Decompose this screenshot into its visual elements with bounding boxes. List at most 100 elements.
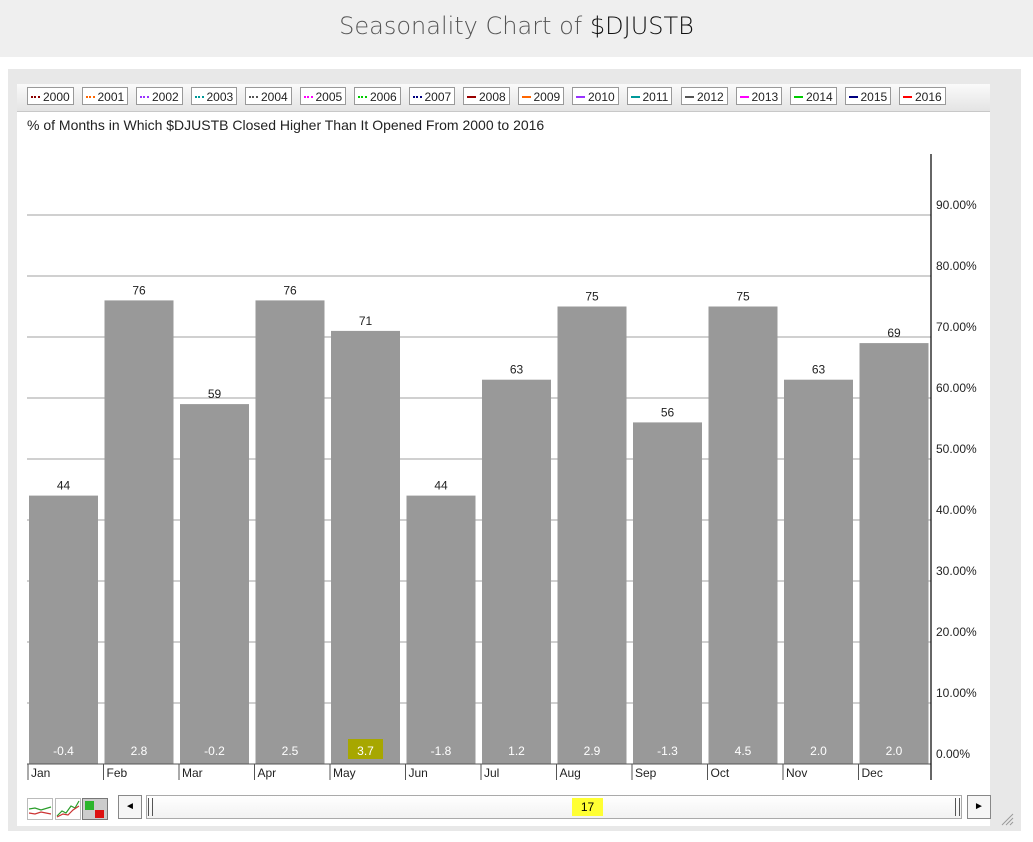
chart-title: % of Months in Which $DJUSTB Closed High… <box>27 117 545 133</box>
legend-item-2009[interactable]: 2009 <box>517 87 565 105</box>
avg-change-label: 4.5 <box>735 744 752 758</box>
y-tick-label: 40.00% <box>936 503 977 517</box>
x-tick-label: Jul <box>484 766 499 780</box>
bar-value-label: 76 <box>132 283 146 297</box>
page-header: Seasonality Chart of $DJUSTB <box>0 0 1033 57</box>
legend-swatch <box>521 95 531 98</box>
avg-change-label: -0.2 <box>204 744 225 758</box>
legend-item-2006[interactable]: 2006 <box>354 87 401 105</box>
x-tick-label: Jan <box>31 766 50 780</box>
bar-value-label: 76 <box>283 283 297 297</box>
scroll-track[interactable]: 17 <box>146 795 962 819</box>
bar-value-label: 63 <box>812 363 826 377</box>
bar-value-label: 44 <box>434 479 448 493</box>
bar-chart-icon[interactable] <box>82 798 108 820</box>
x-tick-label: Aug <box>560 766 581 780</box>
y-tick-label: 30.00% <box>936 564 977 578</box>
legend-item-2003[interactable]: 2003 <box>190 87 238 105</box>
x-tick-label: Sep <box>635 766 657 780</box>
y-tick-label: 0.00% <box>936 747 970 761</box>
bar-value-label: 44 <box>57 479 71 493</box>
legend-item-2008[interactable]: 2008 <box>463 87 510 105</box>
legend-swatch <box>412 95 422 98</box>
y-tick-label: 90.00% <box>936 198 977 212</box>
legend-item-2015[interactable]: 2015 <box>844 87 892 105</box>
legend-swatch <box>685 95 694 98</box>
x-tick-label: May <box>333 766 356 780</box>
title-symbol: $DJUSTB <box>589 12 694 40</box>
scroll-left-button[interactable]: ◄ <box>118 795 142 819</box>
avg-change-label: -0.4 <box>53 744 74 758</box>
legend-label: 2016 <box>915 90 942 104</box>
title-prefix: Seasonality Chart of <box>339 12 590 40</box>
scroll-grip-left[interactable] <box>148 798 153 816</box>
x-tick-label: Apr <box>258 766 277 780</box>
legend-label: 2000 <box>43 90 70 104</box>
legend-label: 2007 <box>424 90 452 104</box>
legend-item-2011[interactable]: 2011 <box>626 87 673 105</box>
legend-swatch <box>31 95 40 98</box>
legend-item-2000[interactable]: 2000 <box>27 87 74 105</box>
bar-Aug <box>557 306 627 764</box>
y-tick-label: 80.00% <box>936 259 977 273</box>
bar-value-label: 75 <box>585 290 599 304</box>
legend-item-2007[interactable]: 2007 <box>408 87 456 105</box>
avg-change-label: 3.7 <box>357 744 374 758</box>
performance-chart-icon[interactable] <box>55 798 81 820</box>
legend-item-2002[interactable]: 2002 <box>136 87 183 105</box>
legend-swatch <box>903 95 912 98</box>
scroll-grip-right[interactable] <box>955 798 960 816</box>
bar-value-label: 71 <box>359 314 373 328</box>
x-tick-label: Oct <box>711 766 730 780</box>
year-legend: 2000 2001 2002 2003 2004 2005 2006 2007 2008 2009… <box>17 84 990 112</box>
bar-value-label: 56 <box>661 405 675 419</box>
legend-label: 2005 <box>315 90 343 104</box>
legend-swatch <box>194 95 204 98</box>
avg-change-label: 2.0 <box>810 744 827 758</box>
legend-item-2001[interactable]: 2001 <box>81 87 129 105</box>
scroll-right-button[interactable]: ► <box>967 795 991 819</box>
page-title: Seasonality Chart of $DJUSTB <box>0 12 1033 40</box>
bar-Dec <box>859 343 929 764</box>
legend-item-2016[interactable]: 2016 <box>899 87 946 105</box>
bar-Sep <box>633 422 702 764</box>
bar-May <box>331 330 400 764</box>
resize-handle-icon[interactable] <box>1000 812 1014 826</box>
legend-label: 2002 <box>152 90 179 104</box>
avg-change-label: 2.5 <box>282 744 299 758</box>
bar-Jun <box>406 495 476 764</box>
bar-Jul <box>482 379 551 764</box>
legend-label: 2013 <box>751 90 779 104</box>
bar-Mar <box>180 404 249 764</box>
legend-item-2005[interactable]: 2005 <box>299 87 347 105</box>
legend-item-2014[interactable]: 2014 <box>790 87 837 105</box>
legend-swatch <box>467 95 476 98</box>
year-scrollbar[interactable]: ◄ 17 ► <box>118 795 991 819</box>
legend-label: 2004 <box>261 90 288 104</box>
legend-item-2013[interactable]: 2013 <box>735 87 783 105</box>
y-tick-label: 70.00% <box>936 320 977 334</box>
line-chart-icon[interactable] <box>27 798 53 820</box>
y-tick-label: 50.00% <box>936 442 977 456</box>
x-tick-label: Feb <box>107 766 128 780</box>
legend-label: 2012 <box>697 90 724 104</box>
bar-value-label: 59 <box>208 387 222 401</box>
bar-Oct <box>708 306 778 764</box>
avg-change-label: 2.8 <box>131 744 148 758</box>
legend-label: 2006 <box>370 90 397 104</box>
legend-label: 2003 <box>206 90 234 104</box>
legend-swatch <box>576 95 585 98</box>
legend-item-2004[interactable]: 2004 <box>245 87 292 105</box>
legend-swatch <box>848 95 858 98</box>
legend-label: 2014 <box>806 90 833 104</box>
legend-item-2010[interactable]: 2010 <box>572 87 619 105</box>
legend-label: 2008 <box>479 90 506 104</box>
legend-swatch <box>739 95 749 98</box>
x-tick-label: Dec <box>862 766 883 780</box>
legend-item-2012[interactable]: 2012 <box>681 87 728 105</box>
avg-change-label: 1.2 <box>508 744 525 758</box>
legend-swatch <box>85 95 95 98</box>
avg-change-label: -1.8 <box>431 744 452 758</box>
x-tick-label: Jun <box>409 766 428 780</box>
